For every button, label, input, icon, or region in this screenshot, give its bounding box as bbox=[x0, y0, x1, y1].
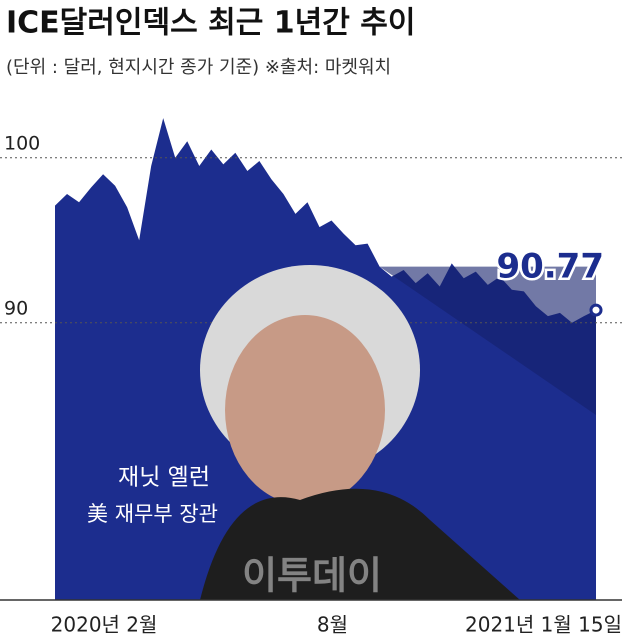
caption-name: 재닛 옐런 bbox=[118, 465, 210, 491]
x-tick-label: 2020년 2월 bbox=[51, 613, 158, 637]
end-marker bbox=[589, 303, 603, 317]
photo-face bbox=[225, 315, 385, 505]
x-tick-label: 2021년 1월 15일 bbox=[465, 613, 622, 637]
caption-role: 美 재무부 장관 bbox=[87, 502, 218, 526]
y-tick-label: 90 bbox=[4, 297, 28, 319]
photo-body bbox=[200, 488, 520, 600]
watermark: 이투데이 bbox=[242, 554, 382, 598]
y-tick-label: 100 bbox=[4, 132, 40, 154]
chart-subtitle: (단위 : 달러, 현지시간 종가 기준) ※출처: 마켓워치 bbox=[6, 57, 391, 78]
trend-shade bbox=[379, 266, 596, 415]
x-tick-label: 8월 bbox=[317, 613, 348, 637]
chart-title: ICE달러인덱스 최근 1년간 추이 bbox=[6, 6, 415, 41]
value-label: 90.77 bbox=[496, 247, 604, 287]
